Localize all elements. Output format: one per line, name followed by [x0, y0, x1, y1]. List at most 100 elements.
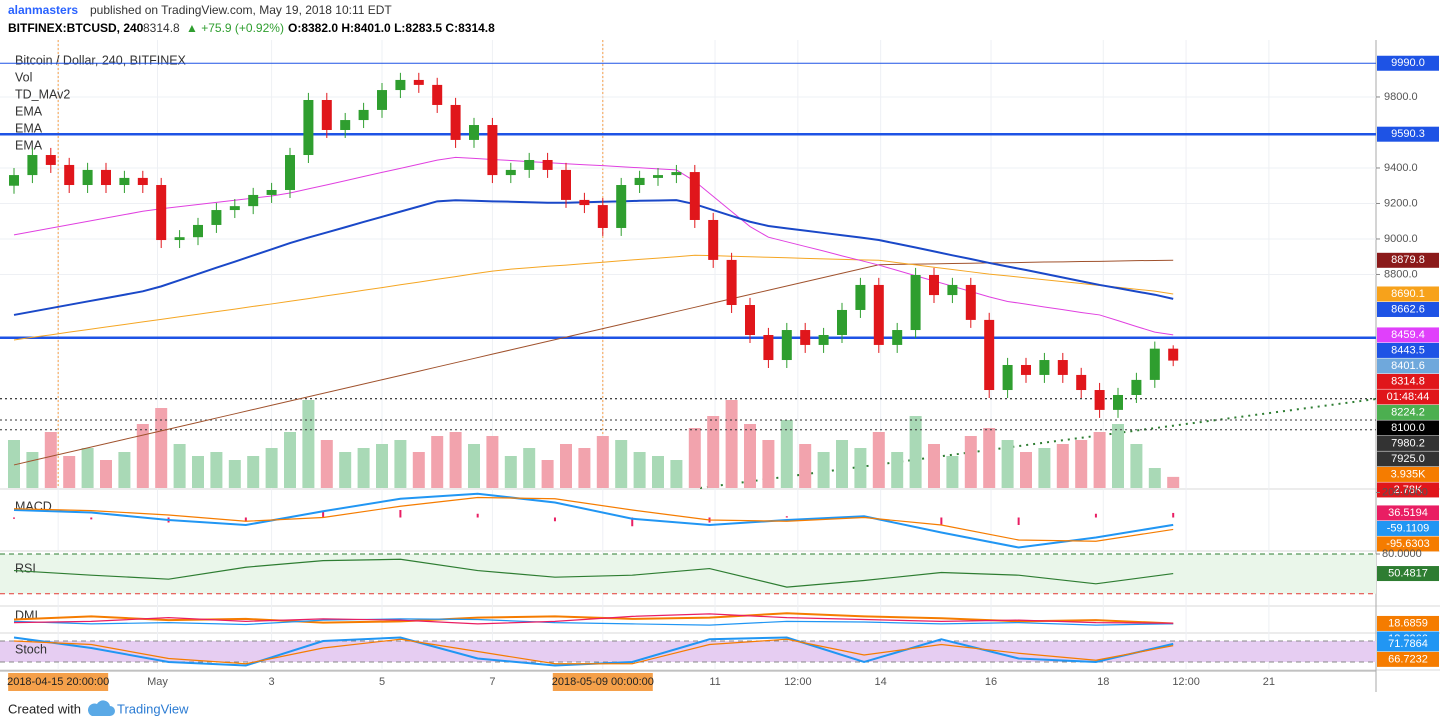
- price-tag-label: 50.4817: [1388, 567, 1428, 579]
- histogram-bar: [1017, 517, 1020, 525]
- candle-body: [1076, 374, 1087, 391]
- candle-body: [82, 169, 93, 186]
- volume-bar: [118, 452, 131, 488]
- author[interactable]: alanmasters: [8, 3, 78, 17]
- x-tick-highlight: [8, 673, 109, 691]
- histogram-bar: [476, 513, 479, 518]
- y-tick-label: 9800.0: [1384, 91, 1418, 103]
- chart-title: Bitcoin / Dollar, 240, BITFINEX: [15, 53, 187, 67]
- price-tag-label: 18.6859: [1388, 617, 1428, 629]
- price-tag-label: -59.1109: [1387, 522, 1430, 534]
- histogram-bar: [940, 517, 943, 525]
- indicator-line: [13, 638, 1174, 665]
- y-tick-label: 80.0000: [1382, 548, 1422, 560]
- pane-label: RSI: [15, 561, 36, 575]
- histogram-bar: [244, 517, 247, 522]
- volume-bar: [780, 420, 793, 488]
- price-tag-label: 8100.0: [1391, 422, 1425, 434]
- volume-bar: [1001, 440, 1014, 488]
- histogram-bar: [785, 516, 788, 518]
- candle-body: [855, 284, 866, 310]
- candle-body: [616, 185, 627, 228]
- moving-average: [13, 254, 1174, 341]
- volume-bar: [707, 416, 720, 488]
- price-tag-label: 7925.0: [1391, 453, 1425, 465]
- volume-bar: [891, 452, 904, 488]
- volume-bar: [964, 436, 977, 488]
- volume-bar: [817, 452, 830, 488]
- price-tag-label: 8401.6: [1391, 360, 1425, 372]
- footer-brand[interactable]: TradingView: [117, 701, 189, 716]
- x-tick-label: 16: [985, 676, 997, 688]
- candle-body: [487, 125, 498, 176]
- x-tick-label: 7: [489, 676, 495, 688]
- candle-body: [340, 120, 351, 130]
- histogram-bar: [631, 517, 634, 527]
- x-tick-label: 2018-05-09 00:00:00: [552, 676, 654, 688]
- price-tag: [1377, 404, 1439, 420]
- volume-bar: [173, 444, 186, 488]
- moving-average: [13, 199, 1174, 316]
- candle-body: [450, 104, 461, 140]
- x-tick-label: 21: [1263, 676, 1275, 688]
- legend-entry: TD_MAv2: [15, 87, 70, 101]
- histogram-bar: [13, 517, 15, 519]
- volume-bar: [320, 440, 333, 488]
- price-tag: [1377, 520, 1439, 536]
- candle-body: [800, 330, 811, 345]
- candle-body: [1057, 360, 1068, 375]
- price-tag: [1377, 358, 1439, 374]
- volume-bar: [946, 456, 959, 488]
- volume-bar: [376, 444, 388, 488]
- volume-bar: [284, 432, 296, 488]
- price-tag: [1377, 301, 1439, 317]
- volume-bar: [1038, 448, 1051, 488]
- x-tick-label: 12:00: [1172, 676, 1200, 688]
- candle-body: [818, 334, 829, 345]
- volume-bar: [854, 448, 867, 488]
- indicator-line: [13, 613, 1174, 625]
- volume-bar: [541, 460, 554, 488]
- candle-body: [119, 177, 130, 186]
- price-tag: [1377, 373, 1439, 389]
- volume-bar: [431, 436, 444, 488]
- legend-entry: EMA: [15, 138, 43, 152]
- x-tick-label: 14: [875, 676, 887, 688]
- volume-bar: [762, 440, 775, 488]
- volume-bar: [670, 460, 683, 488]
- volume-bar: [302, 400, 315, 488]
- candle-body: [524, 159, 535, 170]
- candle-body: [1168, 348, 1179, 361]
- candle-body: [505, 169, 516, 176]
- volume-bar: [228, 460, 241, 488]
- volume-bar: [339, 452, 352, 488]
- candle-body: [266, 189, 277, 195]
- price-tag-label: 01:48:44: [1387, 391, 1430, 403]
- price-tag-label: -95.6303: [1386, 538, 1429, 550]
- candle-body: [965, 284, 976, 320]
- price-tag-label: 2.78K: [1394, 484, 1423, 496]
- candle-body: [726, 259, 737, 306]
- y-tick-label: 9400.0: [1384, 162, 1418, 174]
- background-layer: [0, 40, 1440, 692]
- volume-bar: [26, 452, 39, 488]
- price-tag-label: 3.935K: [1391, 468, 1427, 480]
- footer-text: Created with: [8, 701, 81, 716]
- candle-body: [64, 164, 75, 186]
- price-tag: [1377, 389, 1439, 405]
- candle-body: [303, 99, 314, 156]
- volume-bar: [909, 416, 922, 488]
- band: [0, 641, 1376, 662]
- histogram-bar: [399, 510, 402, 518]
- volume-bar: [688, 428, 701, 488]
- candle-body: [211, 210, 222, 225]
- candle-body: [653, 175, 663, 178]
- x-tick-highlight: [552, 673, 653, 691]
- candle-body: [358, 109, 369, 121]
- volume-bar: [210, 452, 223, 488]
- histogram-bar: [90, 517, 93, 520]
- indicator-line: [13, 496, 1174, 542]
- candle-body: [873, 284, 884, 345]
- volume-bar: [928, 444, 940, 488]
